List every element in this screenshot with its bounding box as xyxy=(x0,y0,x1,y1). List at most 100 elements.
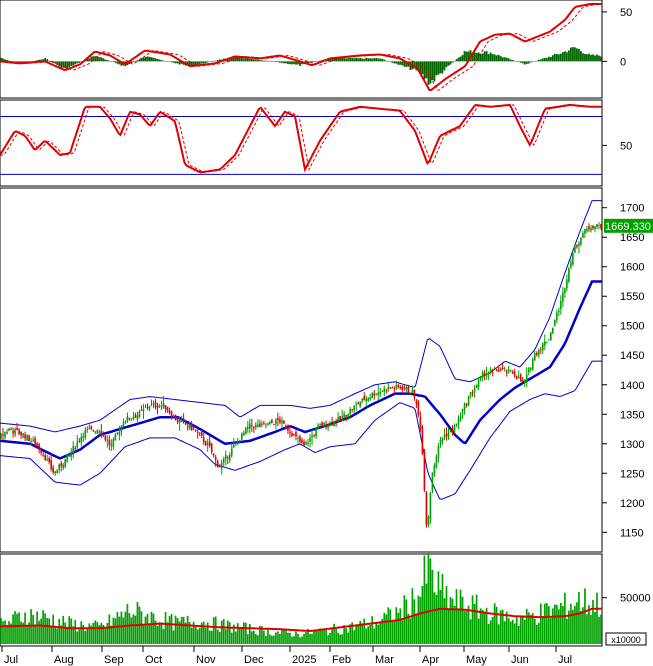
volume-bar xyxy=(375,622,378,644)
macd-histogram-bar xyxy=(78,61,81,63)
volume-bar xyxy=(547,606,550,644)
macd-histogram-bar xyxy=(98,57,101,62)
macd-histogram-bar xyxy=(371,58,374,62)
macd-histogram-bar xyxy=(357,58,360,62)
macd-histogram-bar xyxy=(315,61,317,62)
macd-histogram-bar xyxy=(168,61,171,62)
volume-bar xyxy=(255,634,257,644)
candle-body xyxy=(214,456,217,460)
candle-body xyxy=(216,461,219,468)
volume-bar xyxy=(309,634,311,644)
macd-histogram-bar xyxy=(507,58,510,62)
volume-bar xyxy=(584,588,586,644)
candle-body xyxy=(556,312,558,321)
rsi-indicator xyxy=(0,103,602,175)
macd-histogram-bar xyxy=(537,59,540,62)
candle-body xyxy=(592,225,594,229)
macd-histogram-bar xyxy=(381,58,384,62)
volume-bar xyxy=(576,602,578,644)
volume-bar xyxy=(94,620,97,644)
macd-histogram-bar xyxy=(373,58,376,62)
candle-body xyxy=(590,228,592,231)
candle-body xyxy=(76,442,79,448)
candle-body xyxy=(224,455,227,459)
volume-bar xyxy=(160,622,163,644)
candle-body xyxy=(156,405,159,408)
candle-body xyxy=(598,225,600,227)
volume-bar xyxy=(564,592,566,644)
macd-histogram-bar xyxy=(244,58,247,62)
macd-histogram-bar xyxy=(473,52,476,62)
volume-bar xyxy=(216,629,219,644)
volume-bar xyxy=(385,614,388,644)
volume-bar xyxy=(568,610,570,644)
macd-histogram-bar xyxy=(345,58,348,62)
volume-bar xyxy=(172,630,175,644)
volume-bar xyxy=(44,613,46,644)
candle-body xyxy=(20,431,22,435)
candle-body xyxy=(4,432,6,438)
candle-body xyxy=(511,371,514,374)
candle-body xyxy=(186,425,189,427)
volume-bar xyxy=(525,608,528,644)
volume-bar xyxy=(381,618,384,644)
candle-body xyxy=(389,387,392,389)
volume-bar xyxy=(60,625,63,644)
candle-body xyxy=(355,403,357,405)
volume-bar xyxy=(391,621,394,644)
candle-body xyxy=(329,422,331,425)
candle-body xyxy=(283,420,285,424)
volume-bar xyxy=(259,625,261,644)
volume-bar xyxy=(82,624,85,644)
candle-body xyxy=(433,465,436,475)
candle-body xyxy=(521,380,524,382)
candle-body xyxy=(461,409,464,415)
macd-histogram-bar xyxy=(114,61,117,63)
macd-histogram-bar xyxy=(600,56,602,62)
candle-body xyxy=(481,372,484,378)
candle-body xyxy=(70,452,73,457)
macd-histogram-bar xyxy=(559,53,562,62)
macd-histogram-bar xyxy=(188,61,191,66)
volume-bar xyxy=(267,628,269,644)
price-y-tick-label: 1150 xyxy=(620,527,644,539)
x-tick-label: Aug xyxy=(54,654,74,666)
volume-bar xyxy=(471,595,474,644)
volume-bar xyxy=(489,620,492,644)
volume-bar xyxy=(84,630,87,644)
candle-body xyxy=(485,373,488,375)
candle-body xyxy=(325,424,327,427)
macd-histogram-bar xyxy=(545,57,548,62)
x-tick-label: Dec xyxy=(244,654,264,666)
volume-bar xyxy=(100,622,103,644)
macd-histogram-bar xyxy=(503,57,506,62)
macd-histogram-bar xyxy=(592,54,594,62)
volume-bar xyxy=(427,552,430,644)
volume-bar xyxy=(539,603,542,644)
macd-histogram-bar xyxy=(463,50,466,62)
candle-body xyxy=(439,439,442,445)
macd-histogram-bar xyxy=(413,61,416,69)
macd-histogram-bar xyxy=(343,58,346,62)
volume-bar xyxy=(433,592,436,644)
candle-body xyxy=(537,350,540,356)
macd-histogram-bar xyxy=(584,53,586,62)
candle-body xyxy=(98,431,101,433)
candle-body xyxy=(379,391,382,394)
candle-body xyxy=(200,431,203,436)
x-tick-label: Nov xyxy=(196,654,216,666)
price-y-tick-label: 1500 xyxy=(620,321,644,333)
candle-body xyxy=(192,427,195,429)
volume-bar xyxy=(126,603,129,644)
macd-histogram-bar xyxy=(489,52,492,62)
macd-histogram-bar xyxy=(160,60,163,62)
volume-bar xyxy=(513,623,516,644)
candle-body xyxy=(154,401,157,408)
candle-body xyxy=(471,392,474,394)
candle-body xyxy=(66,454,69,462)
macd-histogram-bar xyxy=(281,61,283,63)
candle-body xyxy=(12,430,14,434)
volume-bar xyxy=(329,632,331,644)
candle-body xyxy=(560,300,562,310)
candle-body xyxy=(22,433,24,438)
